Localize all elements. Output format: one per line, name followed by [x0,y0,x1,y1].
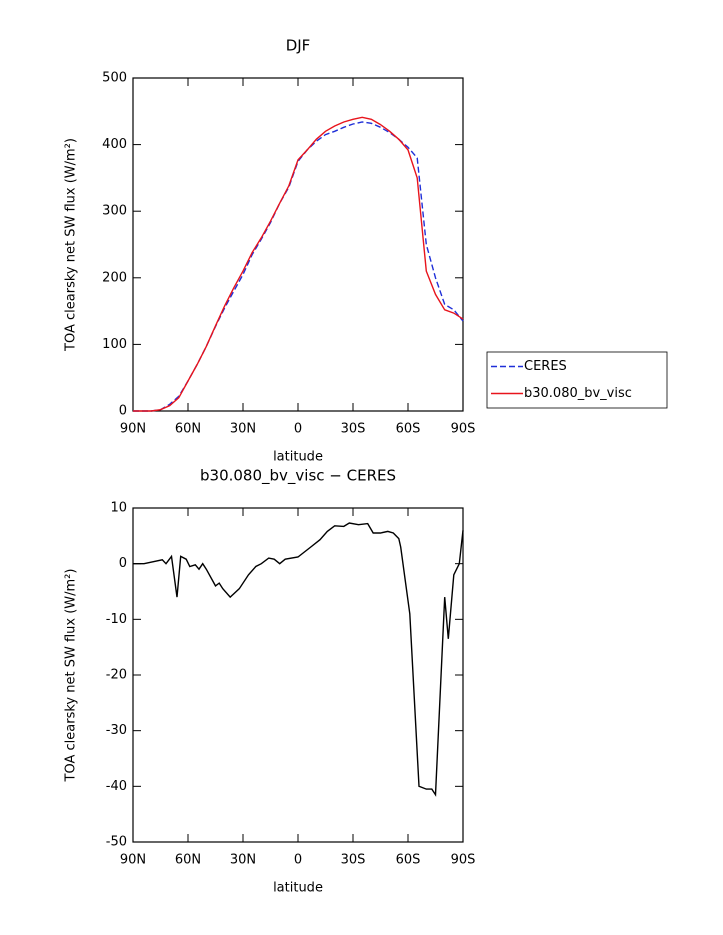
y-tick-label: 10 [110,501,127,516]
plot-frame [132,77,464,412]
x-tick-label: 60S [396,853,421,868]
y-axis-label: TOA clearsky net SW flux (W/m²) [64,569,79,783]
y-tick-label: 200 [102,270,127,285]
x-tick-label: 90S [451,853,476,868]
x-tick-label: 0 [294,422,302,437]
x-tick-label: 30S [341,422,366,437]
data-line [133,116,464,412]
x-tick-label: 60S [396,422,421,437]
x-axis-label: latitude [273,450,323,465]
y-tick-label: 0 [119,556,127,571]
legend-label: CERES [524,359,567,374]
x-tick-label: 90N [120,422,146,437]
x-tick-label: 0 [294,853,302,868]
y-tick-label: 300 [102,204,127,219]
y-tick-label: 0 [119,404,127,419]
x-tick-label: 90N [120,853,146,868]
y-tick-label: 100 [102,337,127,352]
y-tick-label: -30 [106,723,127,738]
data-line [133,522,464,797]
x-tick-label: 30S [341,853,366,868]
y-tick-label: -20 [106,668,127,683]
y-tick-label: 400 [102,137,127,152]
x-axis-label: latitude [273,881,323,896]
chart-title: b30.080_bv_visc − CERES [200,467,396,486]
y-tick-label: -40 [106,779,127,794]
y-tick-label: -50 [106,835,127,850]
y-tick-label: -10 [106,612,127,627]
y-tick-label: 500 [102,71,127,86]
y-axis-label: TOA clearsky net SW flux (W/m²) [64,138,79,352]
chart-title: DJF [286,37,311,55]
x-tick-label: 60N [175,853,201,868]
legend-box [486,351,668,409]
legend-label: b30.080_bv_visc [524,386,632,401]
x-tick-label: 30N [230,422,256,437]
x-tick-label: 60N [175,422,201,437]
x-tick-label: 90S [451,422,476,437]
x-tick-label: 30N [230,853,256,868]
